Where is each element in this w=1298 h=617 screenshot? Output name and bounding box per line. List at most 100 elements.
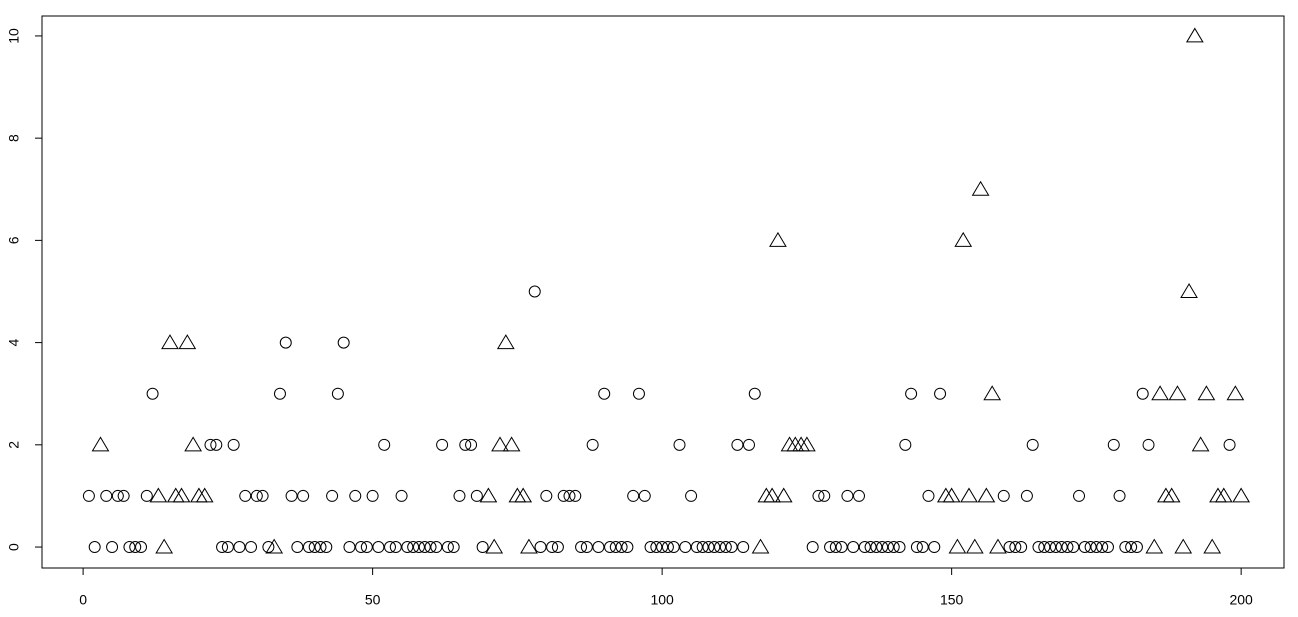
circle-point [638,489,651,502]
y-tick-label: 6 [6,236,22,244]
circle-point [916,541,929,554]
y-tick-label: 2 [6,441,22,449]
triangle-point [942,487,961,503]
circle-point [308,541,321,554]
y-tick-label: 10 [6,28,22,44]
plot-box [41,15,1285,569]
circle-point [661,541,674,554]
circle-point [1067,541,1080,554]
circle-point [528,285,541,298]
circle-point [355,541,368,554]
circle-point [540,489,553,502]
circle-point [1078,541,1091,554]
circle-point [546,541,559,554]
triangle-point [265,538,284,554]
triangle-point [774,487,793,503]
circle-point [1009,541,1022,554]
circle-point [829,541,842,554]
circle-point [644,541,657,554]
x-tick-label: 200 [1229,592,1253,608]
circle-point [204,438,217,451]
circle-point [696,541,709,554]
circle-point [864,541,877,554]
circle-point [418,541,431,554]
circle-point [1130,541,1143,554]
circle-point [604,541,617,554]
circle-point [349,489,362,502]
circle-point [627,489,640,502]
circle-point [714,541,727,554]
triangle-point [520,538,538,554]
triangle-point [91,436,110,452]
circle-point [905,387,918,400]
triangle-point [479,487,498,503]
circle-point [1090,541,1103,554]
circle-point [841,489,854,502]
circle-point [383,541,396,554]
circle-point [285,489,298,502]
triangle-point [1232,487,1251,503]
triangle-point [1174,538,1193,554]
triangle-point [792,436,810,452]
x-tick-label: 100 [650,592,674,608]
circle-point [702,541,715,554]
circle-point [598,387,611,400]
circle-point [679,541,692,554]
circle-point [858,541,871,554]
triangle-point [502,436,521,452]
triangle-point [155,538,174,554]
circle-point [534,541,547,554]
triangle-point [1162,487,1181,503]
triangle-point [763,487,782,503]
circle-point [459,438,472,451]
circle-point [910,541,923,554]
triangle-point [1145,538,1164,554]
circle-point [360,541,373,554]
x-tick-label: 150 [940,592,964,608]
circle-point [250,489,263,502]
triangle-point [1214,487,1233,503]
circle-point [1038,541,1051,554]
triangle-point [798,436,816,452]
triangle-point [971,180,990,196]
triangle-point [166,487,185,503]
x-tick-label: 0 [79,592,87,608]
circle-point [1096,541,1109,554]
circle-point [245,541,258,554]
circle-point [297,489,310,502]
circle-point [719,541,732,554]
circle-point [1020,489,1033,502]
triangle-point [1185,27,1204,43]
circle-point [731,438,744,451]
circle-point [650,541,663,554]
circle-point [1026,438,1039,451]
triangle-point [1209,487,1227,503]
circle-point [812,489,825,502]
circle-point [372,541,385,554]
circle-point [233,541,246,554]
triangle-point [195,487,214,503]
circle-point [847,541,860,554]
y-tick-label: 8 [6,134,22,142]
circle-point [580,541,593,554]
circle-point [412,541,425,554]
circle-point [737,541,750,554]
triangle-point [1151,385,1169,401]
triangle-point [769,231,787,247]
circle-point [881,541,894,554]
y-tick-label: 4 [6,338,22,346]
circle-point [1015,541,1028,554]
circle-point [395,489,408,502]
circle-point [210,438,223,451]
circle-point [1223,438,1236,451]
circle-point [430,541,443,554]
circle-point [1142,438,1155,451]
circle-point [685,489,698,502]
triangle-point [786,436,805,452]
circle-point [922,489,935,502]
circle-point [632,387,645,400]
circle-point [401,541,414,554]
circle-point [100,489,113,502]
circle-point [465,438,478,451]
